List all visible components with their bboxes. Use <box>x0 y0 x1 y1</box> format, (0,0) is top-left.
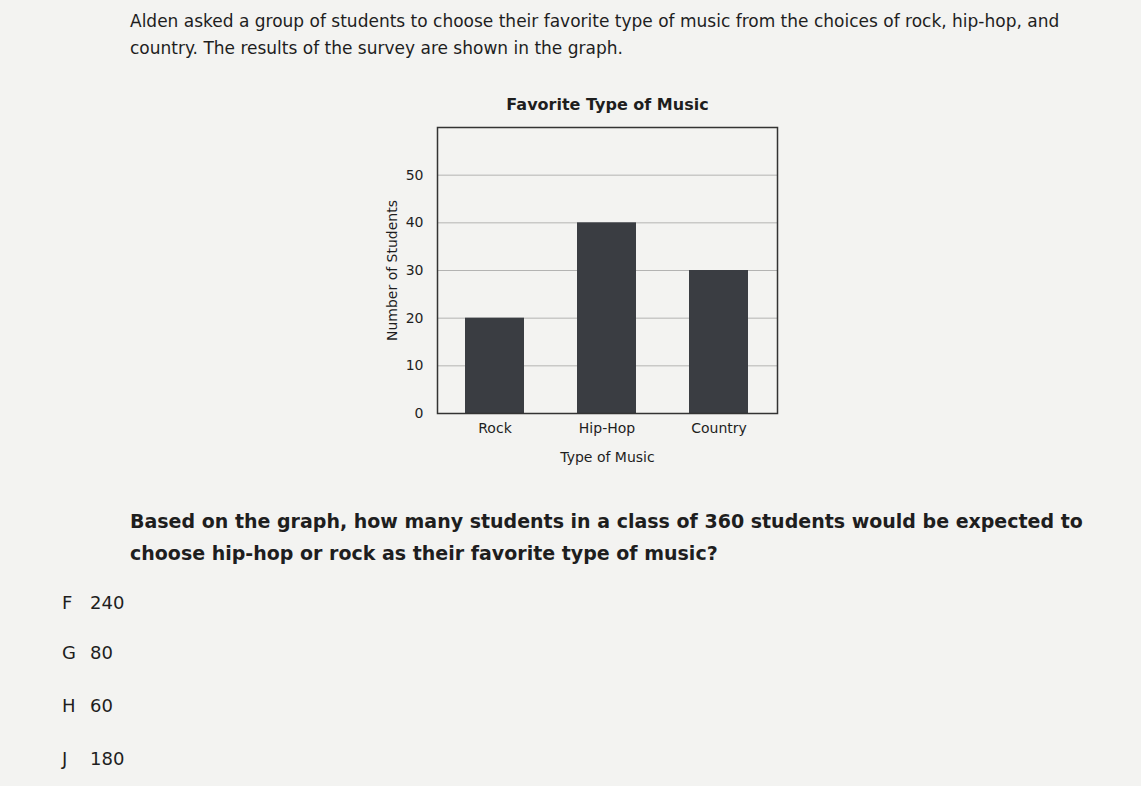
html-text:240: 240 <box>90 592 125 613</box>
html-text:80: 80 <box>90 642 113 663</box>
html-text:J: J <box>62 748 68 769</box>
svg-text:0: 0 <box>415 405 424 421</box>
svg-text:30: 30 <box>406 262 424 278</box>
svg-text:10: 10 <box>406 357 424 373</box>
html-text:Alden asked a group of student: Alden asked a group of students to choos… <box>130 11 1060 58</box>
html-text:Based on the graph, how many s: Based on the graph, how many students in… <box>130 510 1083 564</box>
svg-text:20: 20 <box>406 310 424 326</box>
html-text:60: 60 <box>90 695 113 716</box>
svg-text:Hip-Hop: Hip-Hop <box>579 420 635 436</box>
html-text:H: H <box>62 695 76 716</box>
svg-text:40: 40 <box>406 214 424 230</box>
html-text:G: G <box>62 642 76 663</box>
svg-text:Type of Music: Type of Music <box>559 449 654 465</box>
svg-text:50: 50 <box>406 167 424 183</box>
html-text:Favorite Type of Music: Favorite Type of Music <box>506 95 709 114</box>
svg-text:Number of Students: Number of Students <box>384 200 400 341</box>
svg-text:Rock: Rock <box>478 420 512 436</box>
svg-text:Country: Country <box>691 420 747 436</box>
html-text:180: 180 <box>90 748 125 769</box>
html-text:F: F <box>62 592 73 613</box>
